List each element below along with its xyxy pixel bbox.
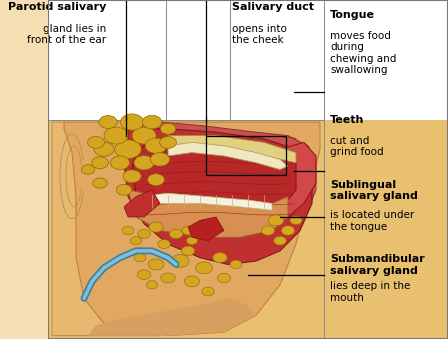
- Ellipse shape: [142, 115, 162, 129]
- Ellipse shape: [99, 116, 117, 128]
- Ellipse shape: [121, 114, 143, 130]
- Ellipse shape: [110, 156, 129, 170]
- Text: gland lies in
front of the ear: gland lies in front of the ear: [27, 24, 106, 45]
- Ellipse shape: [160, 123, 176, 134]
- Ellipse shape: [145, 138, 167, 153]
- Ellipse shape: [196, 262, 212, 274]
- Ellipse shape: [88, 136, 104, 148]
- Ellipse shape: [181, 246, 195, 256]
- Ellipse shape: [146, 281, 158, 289]
- Ellipse shape: [281, 226, 295, 235]
- Ellipse shape: [138, 230, 150, 238]
- Ellipse shape: [123, 170, 141, 183]
- Ellipse shape: [274, 236, 286, 245]
- Ellipse shape: [159, 136, 177, 148]
- Ellipse shape: [171, 255, 189, 267]
- Text: Salivary duct: Salivary duct: [232, 2, 314, 12]
- Text: lies deep in the
mouth: lies deep in the mouth: [330, 281, 410, 303]
- Ellipse shape: [137, 270, 151, 279]
- Bar: [48, 0, 448, 120]
- Ellipse shape: [94, 142, 114, 156]
- Polygon shape: [136, 193, 272, 210]
- Ellipse shape: [148, 174, 164, 186]
- Polygon shape: [124, 129, 312, 264]
- Text: Teeth: Teeth: [330, 115, 364, 125]
- Ellipse shape: [158, 240, 170, 248]
- Polygon shape: [168, 142, 288, 170]
- Text: Parotid salivary: Parotid salivary: [8, 2, 106, 12]
- Polygon shape: [52, 122, 160, 336]
- Ellipse shape: [134, 156, 154, 170]
- Ellipse shape: [115, 140, 141, 158]
- Ellipse shape: [202, 287, 214, 296]
- Ellipse shape: [134, 254, 146, 262]
- Bar: [48, 120, 448, 339]
- Ellipse shape: [290, 216, 302, 225]
- Ellipse shape: [104, 127, 128, 144]
- Ellipse shape: [148, 259, 164, 270]
- Ellipse shape: [182, 226, 194, 235]
- Polygon shape: [188, 217, 224, 241]
- Text: Sublingual
salivary gland: Sublingual salivary gland: [330, 180, 418, 201]
- Ellipse shape: [186, 237, 198, 245]
- Polygon shape: [132, 139, 304, 224]
- Text: Tongue: Tongue: [330, 10, 375, 20]
- Ellipse shape: [93, 178, 107, 188]
- Ellipse shape: [217, 273, 231, 283]
- Text: is located under
the tongue: is located under the tongue: [330, 210, 414, 232]
- Polygon shape: [124, 190, 160, 217]
- Ellipse shape: [161, 273, 175, 283]
- Polygon shape: [88, 298, 256, 336]
- Polygon shape: [168, 136, 296, 163]
- Ellipse shape: [116, 184, 132, 195]
- Text: opens into
the cheek: opens into the cheek: [232, 24, 287, 45]
- Ellipse shape: [149, 222, 163, 232]
- Ellipse shape: [213, 253, 227, 263]
- Bar: [206, 136, 286, 175]
- Polygon shape: [280, 142, 316, 217]
- Polygon shape: [64, 122, 320, 336]
- Ellipse shape: [130, 237, 142, 245]
- Ellipse shape: [268, 215, 284, 226]
- Polygon shape: [128, 122, 316, 244]
- Ellipse shape: [230, 260, 242, 268]
- Ellipse shape: [169, 229, 183, 239]
- Text: cut and
grind food: cut and grind food: [330, 136, 383, 157]
- Ellipse shape: [92, 157, 108, 169]
- Ellipse shape: [132, 127, 156, 144]
- Ellipse shape: [184, 276, 200, 287]
- Ellipse shape: [261, 226, 275, 235]
- Polygon shape: [128, 190, 288, 237]
- Text: Submandibular
salivary gland: Submandibular salivary gland: [330, 254, 425, 276]
- Ellipse shape: [81, 165, 95, 174]
- Ellipse shape: [151, 153, 170, 166]
- Ellipse shape: [122, 226, 134, 235]
- Text: moves food
during
chewing and
swallowing: moves food during chewing and swallowing: [330, 31, 396, 75]
